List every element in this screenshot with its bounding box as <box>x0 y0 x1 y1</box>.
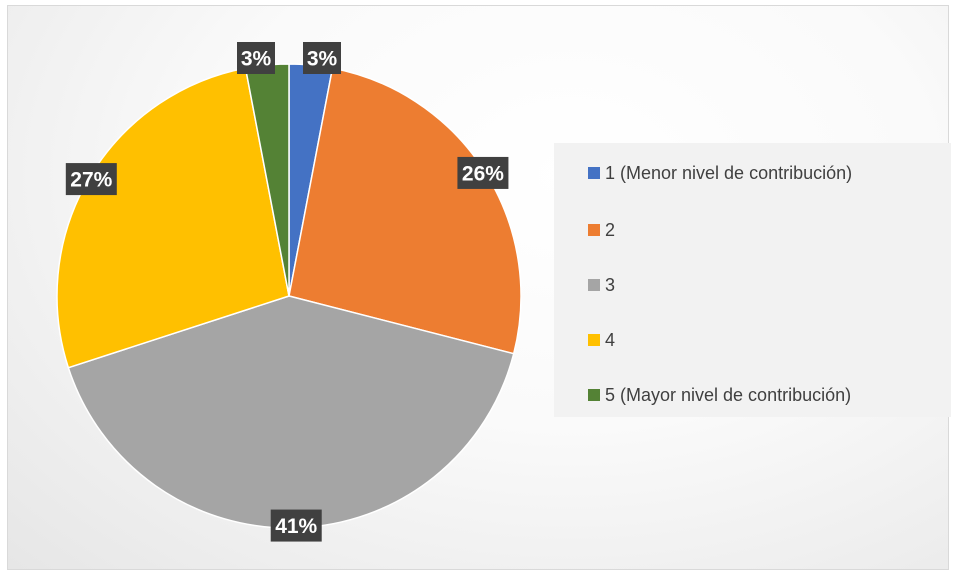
legend-label-4: 4 <box>605 329 616 350</box>
data-label-text-1: 3% <box>307 48 338 71</box>
legend-item-3: 3 <box>588 273 615 297</box>
data-label-box-5 <box>237 42 275 74</box>
legend-swatch-3 <box>588 279 600 291</box>
data-label-text-2: 26% <box>462 162 504 185</box>
data-label-1: 3% <box>303 42 341 74</box>
legend-item-2: 2 <box>588 218 615 242</box>
data-label-text-3: 41% <box>275 515 317 538</box>
legend-label-1: 1 (Menor nivel de contribución) <box>605 162 853 183</box>
data-label-box-2 <box>457 156 509 189</box>
data-label-box-1 <box>303 42 341 74</box>
data-label-box-3 <box>270 509 322 542</box>
legend: 1 (Menor nivel de contribución) 2 3 4 5 … <box>554 143 951 417</box>
legend-label-3: 3 <box>605 274 616 295</box>
chart-area: 3% 26% 41% 27% 3% 1 (Menor nivel de contribu… <box>7 5 951 570</box>
pie-data-labels: 3% 26% 41% 27% 3% <box>65 42 509 542</box>
data-label-box-4 <box>65 163 117 196</box>
data-label-4: 27% <box>65 163 117 196</box>
data-label-5: 3% <box>237 42 275 74</box>
data-label-text-4: 27% <box>70 169 112 192</box>
legend-swatch-1 <box>588 167 600 179</box>
legend-label-5: 5 (Mayor nivel de contribución) <box>605 384 852 405</box>
legend-item-1: 1 (Menor nivel de contribución) <box>588 161 852 185</box>
legend-label-2: 2 <box>605 219 616 240</box>
data-label-3: 41% <box>270 509 322 542</box>
legend-item-4: 4 <box>588 328 615 352</box>
pie-chart: 3% 26% 41% 27% 3% <box>56 42 522 542</box>
pie-slices <box>56 63 522 529</box>
legend-item-5: 5 (Mayor nivel de contribución) <box>588 383 851 407</box>
legend-swatch-5 <box>588 389 600 401</box>
data-label-2: 26% <box>457 156 509 189</box>
legend-swatch-2 <box>588 224 600 236</box>
data-label-text-5: 3% <box>241 48 272 71</box>
legend-swatch-4 <box>588 334 600 346</box>
